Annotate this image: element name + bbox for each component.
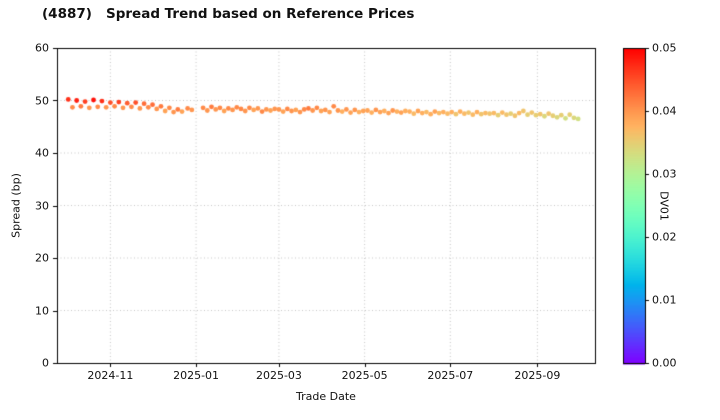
y-tick-label: 20 (35, 251, 49, 265)
y-tick-label: 50 (35, 94, 49, 107)
y-tick-label: 0 (42, 356, 49, 370)
x-tick-label: 2025-07 (427, 369, 474, 382)
x-tick-label: 2024-11 (87, 369, 134, 382)
x-tick-label: 2025-05 (341, 369, 388, 382)
colorbar-tick-label: 0.00 (652, 356, 677, 370)
colorbar-tick-label: 0.05 (652, 41, 677, 55)
colorbar-tick-label: 0.01 (652, 293, 677, 307)
x-axis-label: Trade Date (296, 390, 356, 403)
colorbar-tick-label: 0.02 (652, 230, 677, 244)
x-tick-label: 2025-01 (173, 369, 220, 382)
colorbar-label: DV01 (657, 191, 671, 221)
y-axis-label: Spread (bp) (9, 173, 23, 238)
x-tick-label: 2025-03 (255, 369, 302, 382)
y-tick-label: 10 (35, 304, 49, 317)
colorbar-tick-label: 0.04 (652, 104, 677, 118)
y-tick-label: 60 (35, 41, 49, 55)
colorbar-tick-label: 0.03 (652, 167, 677, 181)
x-tick-label: 2025-09 (514, 369, 561, 382)
chart-title: (4887) Spread Trend based on Reference P… (42, 6, 415, 22)
y-tick-label: 30 (35, 199, 49, 212)
y-tick-label: 40 (35, 146, 49, 160)
